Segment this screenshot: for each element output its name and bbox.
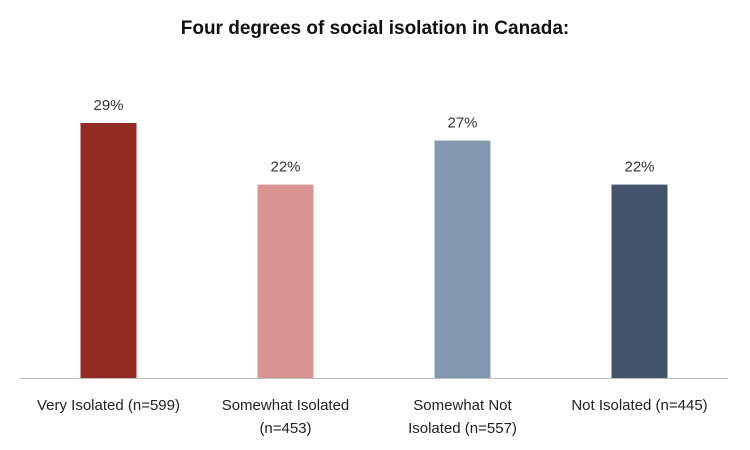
category-label-line: Isolated (n=557) (408, 420, 517, 437)
category-label-4: Not Isolated (n=445) (571, 397, 707, 414)
bar-3 (434, 140, 491, 378)
category-labels-layer: Very Isolated (n=599) Somewhat Isolated (n… (37, 397, 708, 437)
data-label-1: 29% (93, 97, 123, 114)
category-label-line: Somewhat Not (413, 397, 512, 414)
chart-title: Four degrees of social isolation in Cana… (180, 18, 570, 39)
data-label-4: 22% (624, 159, 654, 176)
bar-2 (257, 184, 314, 378)
category-label-line: Not Isolated (n=445) (571, 397, 707, 414)
bar-4 (611, 184, 668, 378)
category-label-1: Very Isolated (n=599) (37, 397, 180, 414)
category-label-3: Somewhat Not Isolated (n=557) (408, 397, 517, 437)
bars-layer (80, 123, 668, 378)
category-label-line: Somewhat Isolated (222, 397, 350, 414)
category-label-line: (n=453) (259, 420, 311, 437)
value-labels-layer: 29% 22% 27% 22% (93, 97, 654, 176)
data-label-3: 27% (447, 115, 477, 132)
category-label-2: Somewhat Isolated (n=453) (222, 397, 350, 437)
data-label-2: 22% (270, 159, 300, 176)
category-label-line: Very Isolated (n=599) (37, 397, 180, 414)
bar-1 (80, 123, 137, 378)
